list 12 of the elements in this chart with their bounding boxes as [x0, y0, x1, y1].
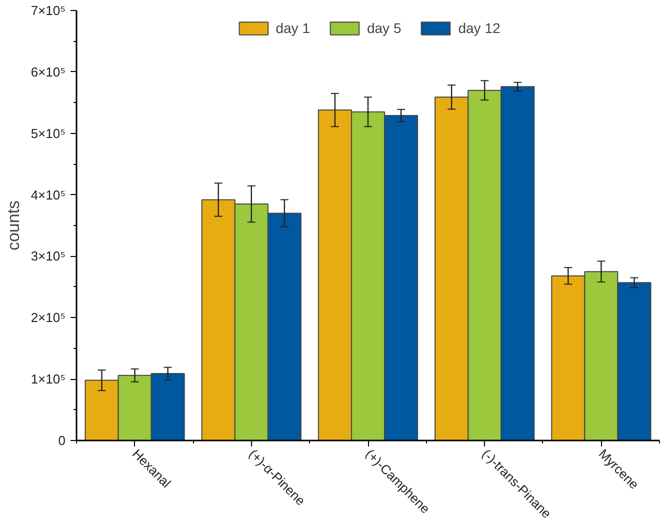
y-tick-label: 6×10⁵	[30, 64, 66, 80]
legend-label: day 5	[366, 20, 402, 36]
legend-label: day 12	[458, 20, 500, 36]
legend-label: day 1	[276, 20, 310, 36]
y-axis-title: counts	[4, 200, 23, 251]
y-tick-label: 4×10⁵	[30, 187, 66, 202]
y-tick-label: 0	[58, 433, 66, 448]
y-tick-label: 5×10⁵	[30, 126, 66, 141]
y-tick-label: 1×10⁵	[30, 372, 66, 387]
y-tick-label: 7×10⁵	[30, 3, 66, 18]
y-tick-label: 2×10⁵	[30, 310, 66, 326]
y-tick-label: 3×10⁵	[30, 248, 66, 264]
